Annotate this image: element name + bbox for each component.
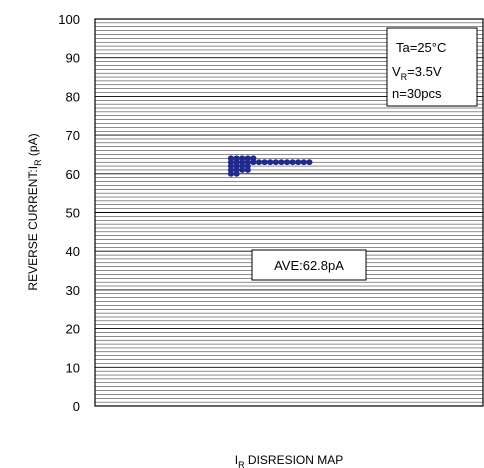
data-point xyxy=(233,155,240,162)
y-tick-label: 30 xyxy=(66,283,80,298)
condition-n: n=30pcs xyxy=(392,86,442,101)
grid-lines xyxy=(95,22,483,403)
average-label: AVE:62.8pA xyxy=(274,258,344,273)
y-tick-label: 50 xyxy=(66,206,80,221)
data-point xyxy=(283,159,291,166)
condition-vr: VR=3.5V xyxy=(392,64,442,82)
y-tick-label: 70 xyxy=(66,128,80,143)
data-point xyxy=(278,159,285,166)
data-point xyxy=(250,155,257,162)
y-tick-label: 40 xyxy=(66,244,80,259)
y-tick-label: 0 xyxy=(73,399,80,414)
data-point xyxy=(227,155,235,162)
y-tick-label: 10 xyxy=(66,360,80,375)
data-point xyxy=(239,155,246,162)
y-tick-label: 60 xyxy=(66,167,80,182)
y-tick-labels: 0 10 20 30 40 50 60 70 80 90 100 xyxy=(58,12,80,414)
data-point xyxy=(255,159,263,166)
average-box xyxy=(251,249,367,281)
data-point xyxy=(244,155,251,162)
condition-ta: Ta=25°C xyxy=(396,40,446,55)
data-point xyxy=(261,159,268,166)
y-axis-title: REVERSE CURRENT:IR (pA) xyxy=(26,133,43,290)
y-tick-label: 90 xyxy=(66,51,80,66)
plot-frame xyxy=(94,18,484,407)
y-tick-label: 80 xyxy=(66,89,80,104)
data-points xyxy=(227,155,313,177)
data-point xyxy=(272,159,279,166)
conditions-box xyxy=(386,27,478,107)
y-tick-label: 100 xyxy=(58,12,80,27)
data-point xyxy=(306,159,313,166)
data-point xyxy=(289,159,296,166)
data-point xyxy=(300,159,307,166)
y-tick-label: 20 xyxy=(66,322,80,337)
x-axis-title: IR DISRESION MAP xyxy=(235,453,344,468)
data-point xyxy=(267,159,274,166)
data-point xyxy=(295,159,302,166)
